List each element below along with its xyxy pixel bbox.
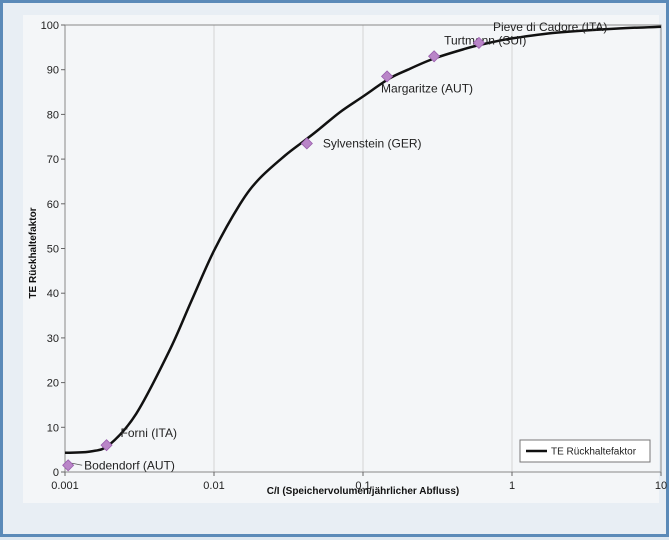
legend-box — [519, 439, 651, 463]
legend-label: TE Rückhaltefaktor — [551, 447, 637, 458]
data-point-marker — [100, 439, 113, 452]
point-layer: Bodendorf (AUT) Forni (ITA) Sylvenstein (G… — [62, 20, 608, 472]
x-tick-label: 1 — [509, 480, 515, 492]
data-point-label: Pieve di Cadore (ITA) — [493, 20, 608, 34]
y-axis-title: TE Rückhaltefaktor — [28, 207, 39, 298]
x-tick-label: 0.01 — [203, 480, 224, 492]
series-line — [64, 25, 662, 455]
data-point-label: Margaritze (AUT) — [381, 81, 473, 95]
y-tick-label: 80 — [47, 109, 59, 121]
data-point-marker — [300, 137, 313, 150]
data-point-marker — [62, 459, 75, 472]
data-point-label: Turtmann (SUI) — [444, 33, 526, 47]
chart-background — [23, 15, 659, 503]
y-tick-label: 10 — [47, 422, 59, 434]
data-point-label: Bodendorf (AUT) — [84, 458, 175, 472]
y-tick-label: 40 — [47, 288, 59, 300]
y-tick-label: 30 — [47, 333, 59, 345]
y-tick-label: 0 — [53, 467, 59, 479]
x-tick-label: 0.1 — [355, 480, 370, 492]
x-tick-label: 10 — [655, 480, 667, 492]
y-tick-label: 50 — [47, 244, 59, 256]
y-tick-label: 20 — [47, 378, 59, 390]
y-tick-label: 90 — [47, 65, 59, 77]
data-point-marker — [380, 70, 394, 83]
x-axis-title: C/I (Speichervolumen/jährlicher Abfluss) — [267, 486, 459, 497]
data-point-marker — [428, 50, 441, 63]
y-tick-label: 70 — [47, 154, 59, 166]
legend: TE Rückhaltefaktor — [519, 439, 651, 463]
data-point-label: Sylvenstein (GER) — [323, 136, 422, 150]
x-tick-label: 0.001 — [51, 480, 79, 492]
y-tick-label: 100 — [41, 20, 59, 32]
y-tick-label: 60 — [47, 199, 59, 211]
data-point-marker — [472, 36, 486, 49]
data-point-label: Forni (ITA) — [121, 426, 177, 440]
label-leader-line — [72, 462, 83, 466]
